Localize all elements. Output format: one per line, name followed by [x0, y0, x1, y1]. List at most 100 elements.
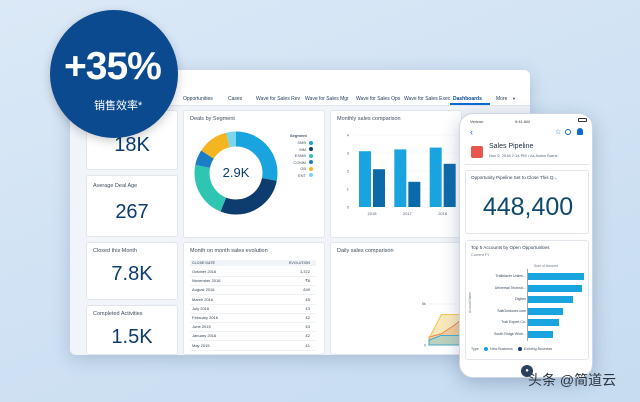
legend-label: SMB [297, 140, 306, 145]
month-evolution-card[interactable]: Month on month sales evolution CLOSE DAT… [183, 242, 325, 355]
evolution-cell: £1 [305, 342, 310, 348]
bar-2018-a[interactable] [359, 151, 371, 207]
monthly-bar-chart: 4 3 2 1 0 2018 2017 2018 [347, 133, 459, 216]
table-row[interactable]: November 2016 ₹8 [190, 278, 316, 287]
legend-label: ENT [298, 172, 306, 178]
kpi-card-average-deal-age[interactable]: Average Deal Age 267 [86, 175, 178, 237]
legend-new-business: New Business [490, 347, 513, 351]
kpi-label: Average Deal Age [93, 183, 138, 189]
kpi-value: 18K [114, 134, 150, 156]
tab-dashboards[interactable]: Dashboards [453, 96, 482, 102]
kpi-card-completed-activities[interactable]: Completed Activities 1.5K [86, 305, 178, 355]
close-date-cell: May 2015 [192, 342, 210, 348]
kpi-label: Completed Activities [93, 311, 143, 317]
account-bar[interactable] [528, 296, 573, 303]
tab-opportunities[interactable]: Opportunities [183, 96, 213, 102]
y-tick-label: 0 [424, 343, 427, 348]
legend-swatch [309, 166, 313, 171]
tab-cases[interactable]: Cases [228, 96, 243, 102]
account-bar[interactable] [528, 284, 582, 292]
monthly-sales-card[interactable]: Monthly sales comparison 4 3 2 1 0 2018 2017 20… [330, 110, 462, 238]
legend-swatch [309, 140, 313, 145]
y-tick-label: 4 [347, 133, 350, 138]
tab-more[interactable]: More [496, 96, 508, 102]
y-tick-label: 2 [347, 169, 350, 174]
card-title: Daily sales comparison [337, 248, 394, 254]
account-label: Digitex [515, 297, 526, 301]
y-tick-label: 3 [347, 151, 350, 156]
account-label: SaltOutdoors.com [497, 308, 526, 313]
evolution-cell: £2 [305, 315, 310, 320]
table-row[interactable]: February 2016 £2 [190, 315, 316, 323]
table-row[interactable]: June 2015 £3 [190, 324, 316, 333]
back-icon[interactable]: ‹ [470, 127, 473, 137]
card-title: Deals by Segment [190, 116, 235, 122]
donut-slice-mm[interactable] [194, 131, 278, 215]
donut-chart: 2.9K [194, 131, 278, 215]
legend-label: ESMB [294, 153, 306, 158]
bell-icon[interactable] [577, 128, 583, 135]
evolution-cell: £5 [305, 296, 310, 302]
legend-swatch [309, 160, 313, 164]
tab-wave-sales-rep[interactable]: Wave for Sales Rev [256, 96, 300, 102]
dashboard-record-icon [471, 146, 483, 158]
home-button-icon[interactable]: ● [521, 365, 533, 377]
x-tick-label: 2018 [368, 211, 378, 216]
dashboard-window: Opportunities Cases Wave for Sales Rev W… [70, 70, 530, 355]
accounts-bar-chart: Trailblazer Unlimi... Universal Technol..… [466, 269, 590, 344]
table-row[interactable]: January 2016 £2 [190, 333, 316, 342]
record-subtitle: Nov 9, 2018 2:14 PM • As Adam Burns [489, 153, 558, 158]
watermark: 头条 @简道云 [528, 372, 617, 388]
chevron-down-icon[interactable]: ▼ [512, 96, 516, 101]
close-date-cell: January 2016 [192, 333, 217, 339]
search-icon[interactable] [565, 129, 571, 135]
star-icon[interactable]: ☆ [555, 129, 562, 136]
close-date-cell: March 2016 [192, 296, 214, 302]
tab-wave-sales-ops[interactable]: Wave for Sales Ops [356, 96, 401, 102]
evolution-cell: £3 [305, 324, 310, 330]
bar-2018-b[interactable] [443, 163, 456, 207]
card-subtitle: Current FY [471, 253, 490, 257]
kpi-card-closed-this-month[interactable]: Closed this Month 7.8K [86, 242, 178, 300]
bar-2018-b[interactable] [373, 169, 385, 207]
kpi-value: 7.8K [111, 263, 153, 285]
evolution-cell: ₹8 [305, 278, 310, 284]
close-date-cell: August 2016 [192, 287, 215, 293]
bar-2017-a[interactable] [394, 149, 407, 207]
legend-dot-new [484, 347, 488, 351]
table-row[interactable]: May 2015 £1 [190, 343, 316, 351]
tab-wave-sales-mgr[interactable]: Wave for Sales Mgr [305, 96, 349, 102]
account-bar[interactable] [528, 330, 553, 338]
battery-icon [578, 118, 587, 122]
deals-by-segment-card[interactable]: Deals by Segment 2.9K Segment SMB MM ESMB C… [183, 110, 325, 238]
legend-label: GB [300, 166, 306, 171]
legend-existing-business: Existing Business [524, 347, 553, 351]
evolution-cell: 1,372 [299, 269, 310, 274]
badge-label: 销售效率* [94, 100, 143, 112]
legend-title: Segment [290, 133, 307, 138]
donut-slice-esmb[interactable] [194, 131, 278, 215]
account-label: South Ridge Wine... [494, 331, 526, 336]
bar-2018-a[interactable] [429, 147, 442, 207]
card-title: Monthly sales comparison [337, 116, 401, 122]
kpi-value: 1.5K [111, 326, 153, 348]
table-row[interactable]: August 2016 £49 [190, 287, 316, 296]
account-bar[interactable] [528, 273, 584, 280]
account-label: Universal Technol... [494, 285, 526, 290]
account-bar[interactable] [528, 307, 564, 315]
account-bar[interactable] [528, 319, 559, 326]
x-tick-label: 2018 [438, 211, 448, 216]
opportunity-pipeline-card[interactable]: Opportunity Pipeline Set to Close This Q… [465, 170, 589, 234]
close-date-cell: February 2016 [192, 315, 219, 320]
tab-wave-sales-exec[interactable]: Wave for Sales Exec [404, 96, 451, 102]
table-row[interactable]: July 2016 £3 [190, 306, 316, 314]
x-tick-label: 2017 [403, 211, 413, 216]
close-date-cell: October 2016 [192, 269, 217, 274]
table-row[interactable]: October 2016 1,372 [190, 269, 316, 277]
table-row[interactable]: March 2016 £5 [190, 297, 316, 305]
bar-2017-b[interactable] [408, 181, 421, 207]
donut-slice-ent[interactable] [194, 131, 278, 215]
legend-swatch [309, 147, 313, 151]
top-accounts-card[interactable]: Top 5 Accounts by Open Opportunities Cur… [465, 240, 589, 360]
column-header-close-date: CLOSE DATE [192, 261, 215, 265]
